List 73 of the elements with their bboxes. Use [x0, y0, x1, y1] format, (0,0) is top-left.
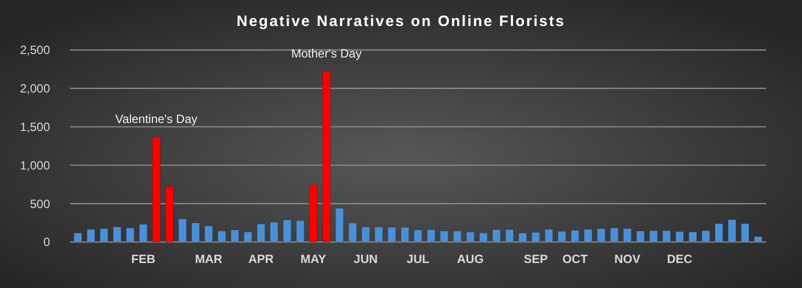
y-tick-label: 2,500 — [20, 43, 50, 58]
bar — [322, 71, 331, 242]
bar — [218, 230, 226, 242]
bar — [283, 220, 292, 242]
bar — [335, 208, 344, 242]
bar — [100, 228, 108, 242]
bar — [86, 229, 96, 242]
bar — [754, 236, 762, 242]
bar — [414, 230, 422, 242]
bar — [479, 232, 488, 242]
bar — [244, 232, 252, 242]
bar — [440, 230, 448, 242]
x-tick-label: NOV — [614, 252, 640, 266]
x-tick-label: MAR — [195, 252, 223, 266]
bar — [675, 231, 684, 242]
bar — [453, 230, 462, 242]
x-tick-label: DEC — [666, 252, 693, 266]
bar — [596, 228, 606, 242]
x-tick-label: FEB — [131, 252, 156, 266]
x-tick-label: MAY — [300, 252, 326, 266]
bar — [270, 222, 278, 242]
bar — [610, 228, 618, 242]
bar — [112, 226, 122, 242]
bar — [204, 226, 213, 242]
bar — [662, 230, 671, 242]
x-tick-label: SEP — [524, 252, 548, 266]
bar — [348, 222, 357, 242]
x-tick-label: APR — [248, 252, 274, 266]
bar — [309, 184, 318, 242]
bar — [466, 232, 475, 242]
x-tick-label: JUN — [354, 252, 378, 266]
bar — [636, 230, 645, 242]
bar — [400, 227, 410, 242]
bar — [126, 228, 134, 242]
bar — [178, 218, 187, 242]
bar — [728, 219, 736, 242]
x-tick-label: OCT — [562, 252, 588, 266]
bar — [702, 230, 710, 242]
bar — [544, 229, 553, 242]
bar — [152, 136, 161, 242]
x-tick-label: AUG — [456, 252, 484, 266]
bar — [584, 229, 592, 242]
bar — [191, 222, 200, 242]
bar — [570, 230, 580, 242]
y-tick-label: 1,500 — [20, 120, 50, 134]
annotation: Mother's Day — [291, 46, 362, 60]
bar — [296, 220, 304, 242]
bar — [505, 229, 514, 242]
bar — [558, 231, 566, 242]
bar — [74, 232, 82, 242]
bar — [426, 229, 436, 242]
bar — [688, 232, 697, 242]
bar — [165, 186, 174, 242]
chart-title: Negative Narratives on Online Florists — [236, 13, 566, 30]
y-tick-label: 0 — [43, 235, 50, 250]
bar — [532, 232, 540, 242]
bar — [230, 230, 240, 242]
bar — [361, 226, 370, 242]
bar — [740, 223, 750, 242]
bar — [518, 232, 527, 242]
bar — [623, 228, 632, 242]
bar — [139, 224, 148, 242]
bar — [492, 229, 501, 242]
x-tick-label: JUL — [406, 252, 430, 266]
y-tick-label: 2,000 — [20, 82, 50, 96]
y-tick-label: 1,000 — [20, 158, 50, 172]
bar — [649, 230, 658, 242]
bar — [374, 226, 383, 242]
bar — [714, 223, 724, 242]
bar — [256, 224, 266, 242]
annotation: Valentine's Day — [115, 112, 198, 126]
bar — [388, 227, 396, 242]
y-tick-label: 500 — [30, 196, 50, 211]
